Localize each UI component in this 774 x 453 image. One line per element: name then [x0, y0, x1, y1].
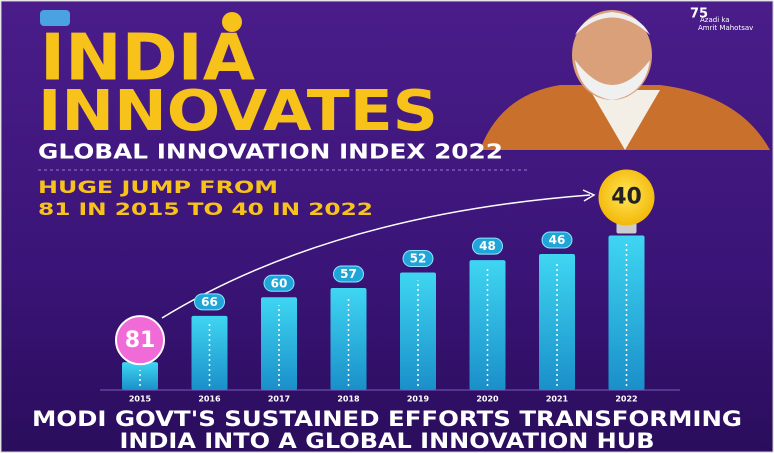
- value-label: 60: [271, 276, 288, 290]
- bar: [608, 235, 645, 390]
- title: INDIA: [40, 22, 255, 96]
- value-label: 48: [479, 239, 496, 253]
- label-badge: [333, 265, 364, 283]
- label-badge: [541, 231, 573, 249]
- footer-text: MODI GOVT'S SUSTAINED EFFORTS TRANSFORMI…: [32, 407, 742, 431]
- value-label: 81: [125, 328, 156, 353]
- value-label: 66: [201, 295, 218, 309]
- value-label: 57: [340, 267, 357, 281]
- x-tick-label: 2020: [476, 395, 499, 404]
- highlight: 81 IN 2015 TO 40 IN 2022: [38, 200, 373, 220]
- x-tick-label: 2021: [546, 395, 569, 404]
- bar: [261, 297, 297, 390]
- subtitle: GLOBAL INNOVATION INDEX 2022: [38, 140, 503, 164]
- label-badge: [263, 274, 295, 292]
- x-tick-label: 2015: [129, 395, 152, 404]
- title: INNOVATES: [38, 79, 438, 144]
- highlight: HUGE JUMP FROM: [38, 178, 278, 198]
- bar: [400, 272, 436, 390]
- value-label: 40: [611, 184, 642, 209]
- bar: [191, 315, 228, 390]
- x-tick-label: 2019: [407, 395, 430, 404]
- logo-icon: [40, 10, 70, 26]
- chart: 2015 81 2016 66 2017 60 2018 57 2019 52 2020 48 2021…: [115, 169, 655, 404]
- arrow-head: [582, 189, 596, 202]
- x-tick-label: 2018: [337, 395, 360, 404]
- footer-text: INDIA INTO A GLOBAL INNOVATION HUB: [120, 429, 655, 453]
- label-badge: [115, 315, 165, 366]
- trend-arrow: [161, 194, 591, 319]
- label-badge: [402, 250, 434, 268]
- label-badge: [194, 293, 225, 311]
- value-label: 46: [549, 233, 566, 247]
- logo-text: Azadi ka: [700, 16, 730, 24]
- logo-text: Amrit Mahotsav: [698, 24, 753, 32]
- x-tick-label: 2016: [198, 395, 221, 404]
- x-tick-label: 2022: [615, 395, 637, 404]
- label-badge: [472, 237, 503, 255]
- bar: [539, 254, 575, 390]
- value-label: 52: [410, 252, 427, 266]
- bulb-icon: [222, 12, 242, 32]
- x-tick-label: 2017: [268, 395, 290, 404]
- label-badge: [598, 169, 655, 226]
- bar: [122, 362, 158, 390]
- portrait: [480, 10, 770, 150]
- logo-number: 75: [690, 7, 708, 22]
